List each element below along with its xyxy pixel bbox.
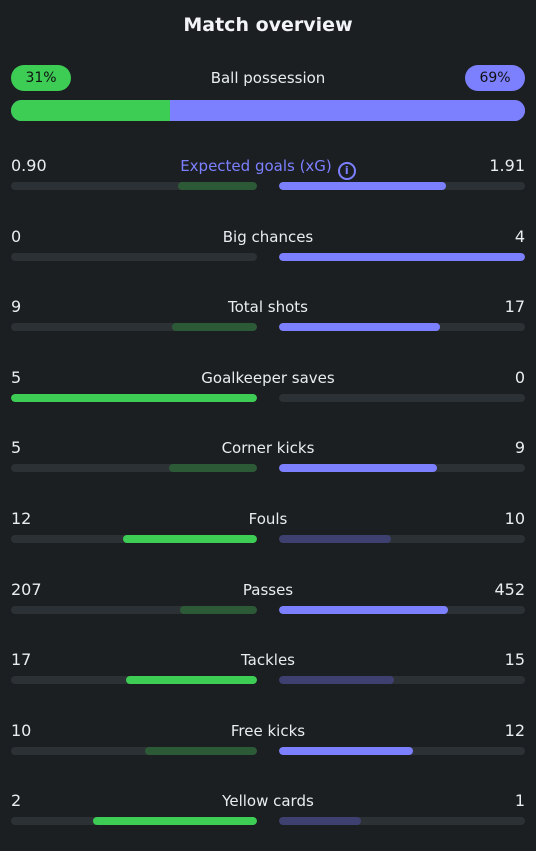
stat-home-value: 10	[11, 721, 32, 740]
stat-row: 5 Corner kicks 9	[11, 438, 525, 484]
page-title: Match overview	[183, 14, 353, 36]
stat-label-text: Yellow cards	[222, 792, 314, 810]
stat-bar-away-track	[279, 394, 525, 402]
stat-bar-home-fill	[169, 464, 257, 472]
stat-bar-home-track	[11, 606, 257, 614]
stat-home-value: 5	[11, 438, 22, 457]
stat-bar-away-fill	[279, 676, 395, 684]
stat-label-text: Free kicks	[230, 722, 306, 740]
stat-label: Yellow cards	[11, 791, 525, 811]
stat-bar-home-fill	[171, 323, 257, 331]
stat-away-value: 0	[514, 368, 525, 387]
stat-row: 207 Passes 452	[11, 580, 525, 626]
stat-away-value: 10	[504, 509, 525, 528]
stat-row: 17 Tackles 15	[11, 650, 525, 696]
stat-bar-home-fill	[179, 606, 257, 614]
stat-bar-away-track	[279, 747, 525, 755]
stat-bar-away-track	[279, 535, 525, 543]
stat-away-value: 12	[504, 721, 525, 740]
stat-label: Passes	[11, 580, 525, 600]
stat-away-value: 1.91	[489, 156, 525, 175]
possession-bar-away	[170, 100, 525, 121]
possession-label: Ball possession	[210, 69, 326, 87]
stat-label-text: Expected goals (xG)	[180, 157, 332, 175]
stat-bar-home-track	[11, 253, 257, 261]
stat-label: Goalkeeper saves	[11, 368, 525, 388]
info-icon[interactable]: i	[337, 162, 356, 180]
stat-bar-away-fill	[279, 253, 525, 261]
stat-label: Tackles	[11, 650, 525, 670]
stat-label-text: Total shots	[228, 298, 308, 316]
stat-bar-away-fill	[279, 535, 391, 543]
stat-bar-home-track	[11, 464, 257, 472]
stat-row: 10 Free kicks 12	[11, 721, 525, 767]
possession-bar	[11, 100, 525, 121]
stat-label-text: Tackles	[240, 651, 296, 669]
stat-bar-home-fill	[11, 394, 257, 402]
stat-bar-home-track	[11, 535, 257, 543]
stat-home-value: 9	[11, 297, 22, 316]
stat-bar-away-track	[279, 182, 525, 190]
stat-row: 0 Big chances 4	[11, 227, 525, 273]
stat-bar-away-track	[279, 676, 525, 684]
stat-bar-away-fill	[279, 464, 438, 472]
stat-row: 9 Total shots 17	[11, 297, 525, 343]
stat-bar-home-track	[11, 394, 257, 402]
stat-bar-away-fill	[279, 817, 361, 825]
stat-home-value: 0	[11, 227, 22, 246]
stat-bar-home-fill	[145, 747, 257, 755]
stat-label: Total shots	[11, 297, 525, 317]
stat-bar-home-track	[11, 747, 257, 755]
stat-bar-home-track	[11, 676, 257, 684]
stat-row: 12 Fouls 10	[11, 509, 525, 555]
stat-away-value: 452	[494, 580, 525, 599]
stat-bar-away-fill	[279, 747, 414, 755]
stat-label: Free kicks	[11, 721, 525, 741]
possession-bar-home	[11, 100, 171, 121]
home-possession-badge: 31%	[11, 65, 71, 91]
stat-row: 5 Goalkeeper saves 0	[11, 368, 525, 414]
stat-bar-home-track	[11, 323, 257, 331]
stat-label: Corner kicks	[11, 438, 525, 458]
stat-bar-away-fill	[279, 606, 448, 614]
stat-home-value: 2	[11, 791, 22, 810]
stat-row: 0.90 Expected goals (xG) i 1.91	[11, 156, 525, 202]
stat-label: Big chances	[11, 227, 525, 247]
stat-away-value: 15	[504, 650, 525, 669]
stat-bar-home-fill	[178, 182, 257, 190]
stat-label-text: Passes	[242, 581, 294, 599]
stat-home-value: 12	[11, 509, 32, 528]
stat-home-value: 207	[11, 580, 42, 599]
stat-home-value: 0.90	[11, 156, 47, 175]
stat-away-value: 4	[514, 227, 525, 246]
possession-row: 31% Ball possession 69%	[11, 65, 525, 91]
stat-label-text: Big chances	[222, 228, 314, 246]
stat-label: Expected goals (xG) i	[11, 156, 525, 180]
stat-away-value: 17	[504, 297, 525, 316]
stat-bar-away-fill	[279, 323, 440, 331]
stat-bar-home-fill	[126, 676, 257, 684]
stat-bar-home-track	[11, 817, 257, 825]
stat-label-text: Goalkeeper saves	[201, 369, 335, 387]
stat-bar-away-track	[279, 606, 525, 614]
stat-bar-away-track	[279, 464, 525, 472]
stat-label-text: Corner kicks	[221, 439, 315, 457]
stat-away-value: 1	[514, 791, 525, 810]
stat-bar-away-track	[279, 253, 525, 261]
stat-label: Fouls	[11, 509, 525, 529]
stat-row: 2 Yellow cards 1	[11, 791, 525, 837]
stat-bar-home-fill	[93, 817, 257, 825]
stat-home-value: 17	[11, 650, 32, 669]
stat-home-value: 5	[11, 368, 22, 387]
stat-label-text: Fouls	[248, 510, 288, 528]
stat-bar-home-fill	[122, 535, 257, 543]
stat-bar-away-track	[279, 817, 525, 825]
stat-bar-home-track	[11, 182, 257, 190]
stat-away-value: 9	[514, 438, 525, 457]
away-possession-badge: 69%	[465, 65, 525, 91]
stat-bar-away-fill	[279, 182, 447, 190]
stat-bar-away-track	[279, 323, 525, 331]
